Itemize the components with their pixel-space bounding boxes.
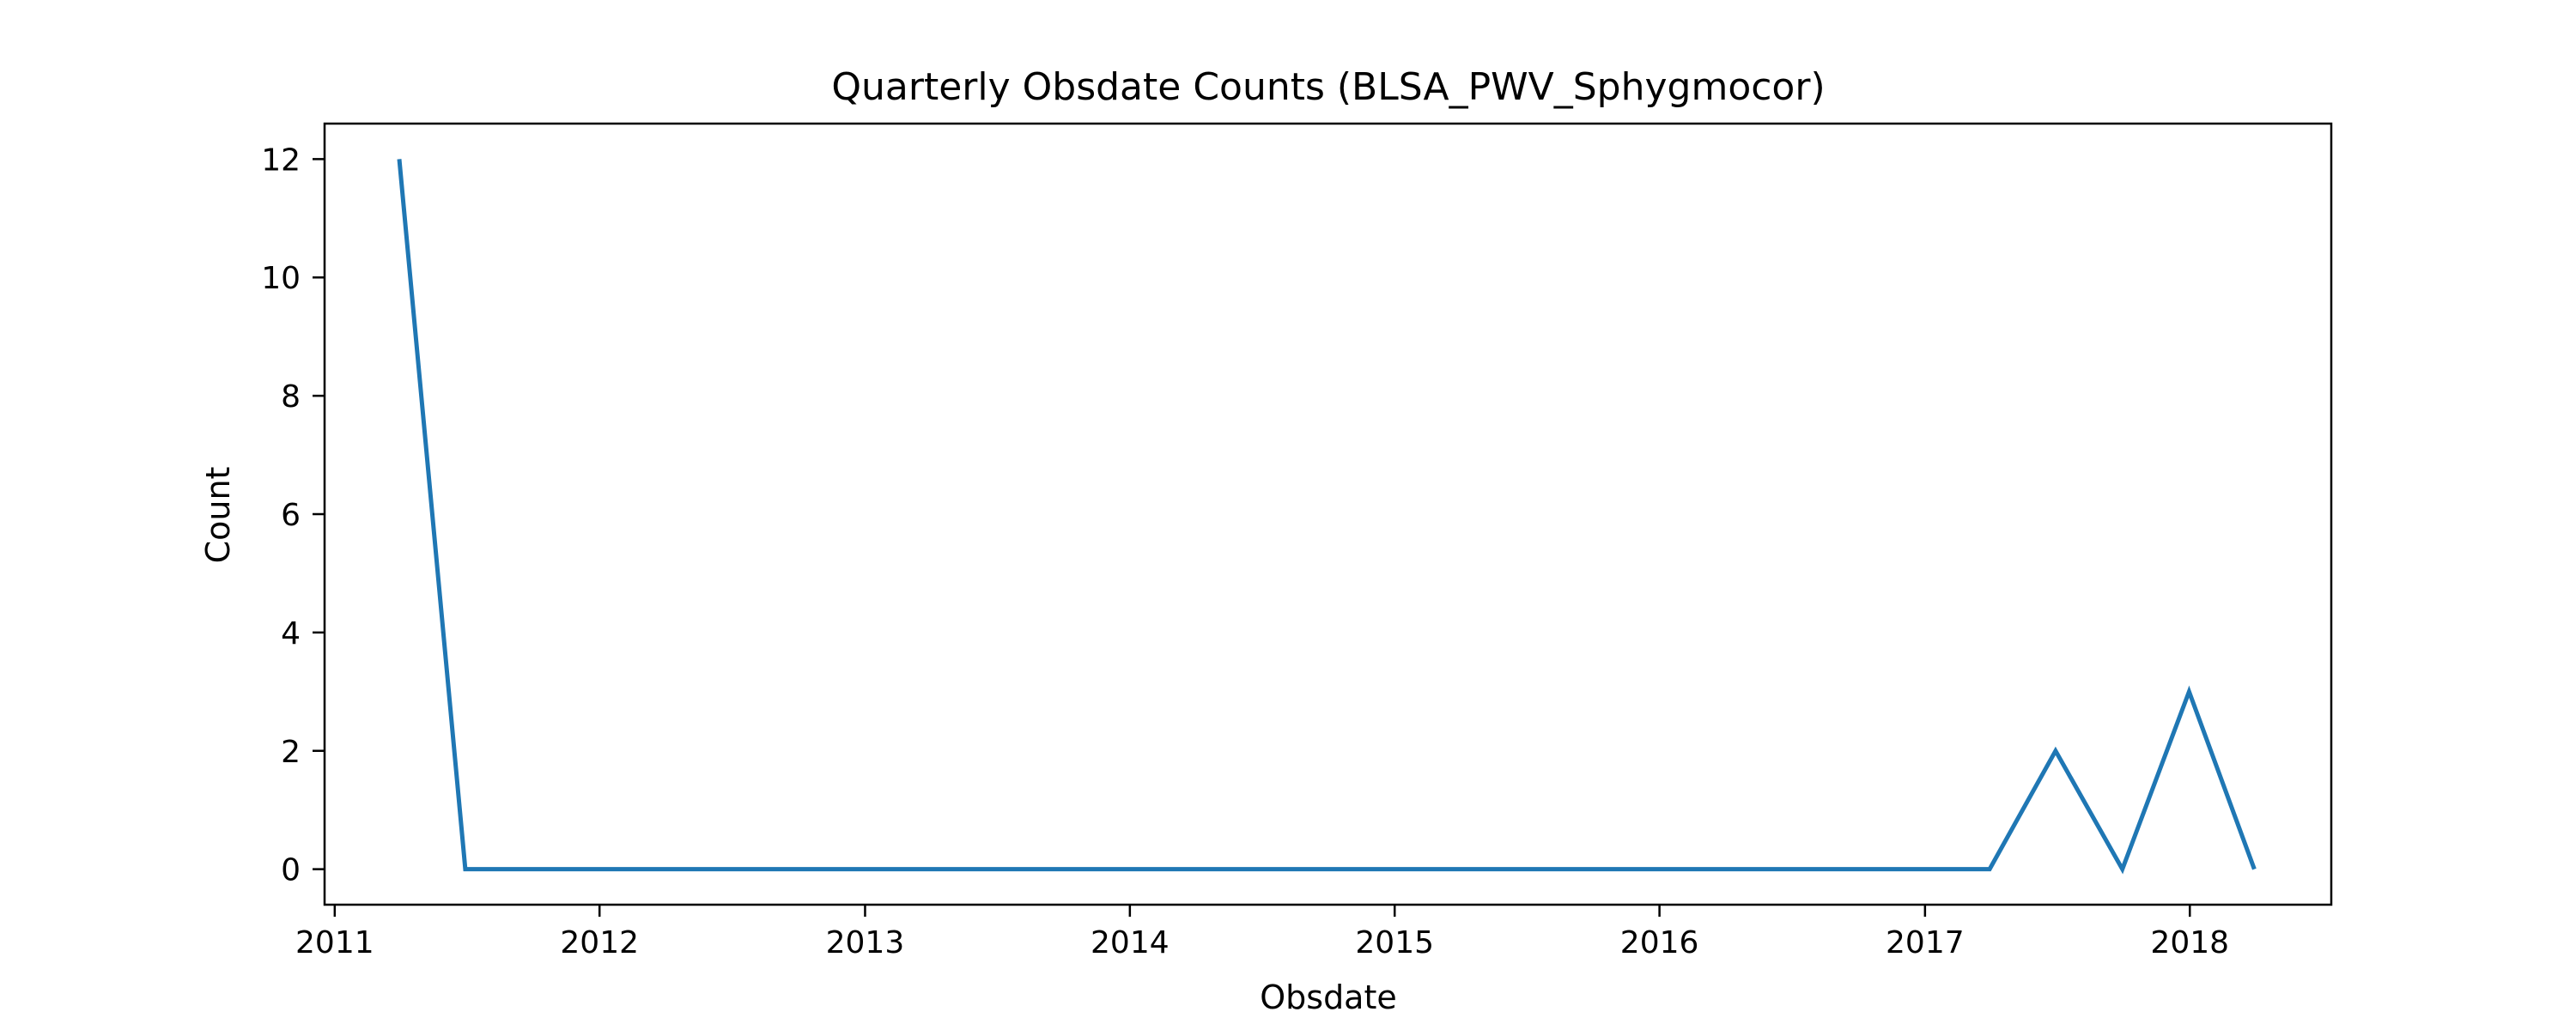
y-tick-label: 6 [281, 498, 301, 533]
chart-title: Quarterly Obsdate Counts (BLSA_PWV_Sphyg… [831, 65, 1825, 109]
y-tick-label: 2 [281, 735, 301, 770]
x-tick-label: 2015 [1355, 925, 1434, 960]
series-line-0 [397, 159, 2257, 875]
x-tick-label: 2014 [1091, 925, 1170, 960]
y-tick-label: 12 [261, 142, 301, 178]
x-tick-label: 2011 [295, 925, 374, 960]
plot-area [397, 159, 2257, 875]
x-axis: 2011 2012 2013 2014 2015 2016 2017 2018 [295, 905, 2229, 960]
plot-frame [323, 122, 2333, 906]
y-axis-label: Count [199, 467, 237, 564]
y-tick-label: 8 [281, 379, 301, 415]
x-tick-label: 2016 [1620, 925, 1699, 960]
x-tick-label: 2012 [560, 925, 639, 960]
y-tick-label: 0 [281, 853, 301, 888]
x-tick-label: 2013 [826, 925, 905, 960]
y-tick-label: 4 [281, 616, 301, 651]
y-tick-label: 10 [261, 261, 301, 296]
x-tick-label: 2017 [1886, 925, 1965, 960]
y-axis: 0 2 4 6 8 10 12 [261, 142, 325, 888]
x-axis-label: Obsdate [1260, 978, 1397, 1016]
x-tick-label: 2018 [2150, 925, 2229, 960]
